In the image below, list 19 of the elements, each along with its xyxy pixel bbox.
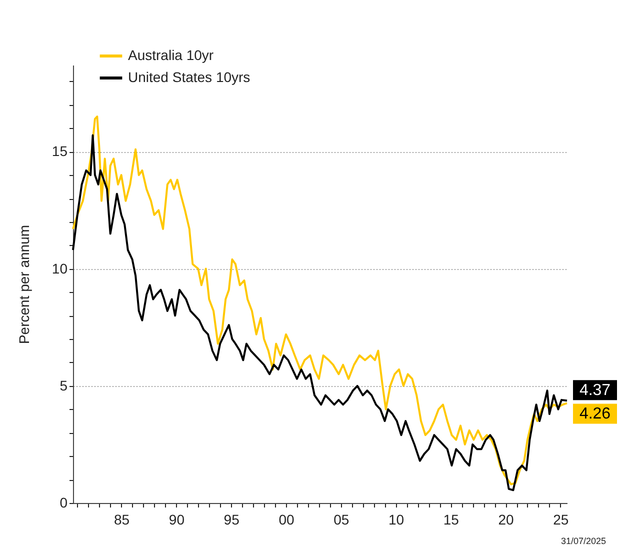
y-tick-label: 10 (52, 260, 68, 276)
y-tick-label: 5 (60, 377, 68, 394)
x-tick-label: 85 (114, 512, 130, 528)
x-tick-label: 95 (224, 512, 240, 528)
x-tick-label: 15 (443, 512, 460, 528)
x-tick-label: 00 (278, 512, 294, 528)
x-tick-label: 90 (168, 512, 185, 528)
x-tick-label: 20 (498, 512, 514, 528)
y-tick-label: 0 (60, 494, 68, 510)
x-tick-label: 10 (388, 512, 404, 528)
legend-label: Australia 10yr (128, 47, 214, 63)
y-axis-title: Percent per annum (16, 224, 32, 344)
x-tick-label: 05 (334, 512, 350, 528)
data-label: 4.26 (579, 406, 611, 423)
y-tick-label: 15 (52, 143, 68, 160)
text: 31/07/2025 (560, 536, 606, 546)
legend-label: United States 10yrs (128, 69, 250, 85)
x-tick-label: 25 (553, 512, 569, 528)
data-label: 4.37 (579, 382, 611, 400)
